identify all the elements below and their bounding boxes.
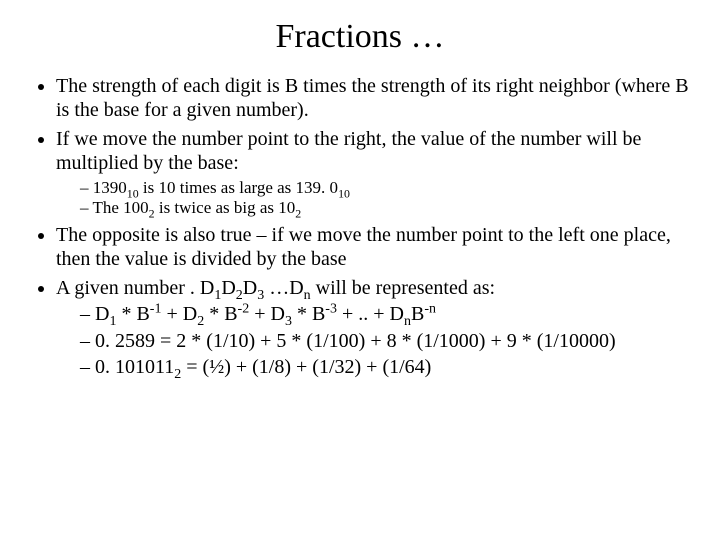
bullet-list: The strength of each digit is B times th… bbox=[30, 74, 690, 379]
bullet-1: The strength of each digit is B times th… bbox=[56, 74, 690, 123]
bullet-2-sublist: 139010 is 10 times as large as 139. 010 … bbox=[56, 178, 690, 219]
bullet-3: The opposite is also true – if we move t… bbox=[56, 223, 690, 272]
bullet-2-sub-2: The 1002 is twice as big as 102 bbox=[80, 198, 690, 219]
bullet-4-sublist: D1 * B-1 + D2 * B-2 + D3 * B-3 + .. + Dn… bbox=[56, 302, 690, 379]
formula-1: D1 * B-1 + D2 * B-2 + D3 * B-3 + .. + Dn… bbox=[80, 302, 690, 326]
slide-title: Fractions … bbox=[30, 18, 690, 56]
bullet-2-sub-1: 139010 is 10 times as large as 139. 010 bbox=[80, 178, 690, 199]
bullet-2-text: If we move the number point to the right… bbox=[56, 128, 641, 174]
bullet-2: If we move the number point to the right… bbox=[56, 127, 690, 219]
bullet-4: A given number . D1D2D3 …Dn will be repr… bbox=[56, 276, 690, 380]
slide: Fractions … The strength of each digit i… bbox=[0, 0, 720, 540]
formula-3: 0. 1010112 = (½) + (1/8) + (1/32) + (1/6… bbox=[80, 355, 690, 379]
formula-2: 0. 2589 = 2 * (1/10) + 5 * (1/100) + 8 *… bbox=[80, 329, 690, 353]
